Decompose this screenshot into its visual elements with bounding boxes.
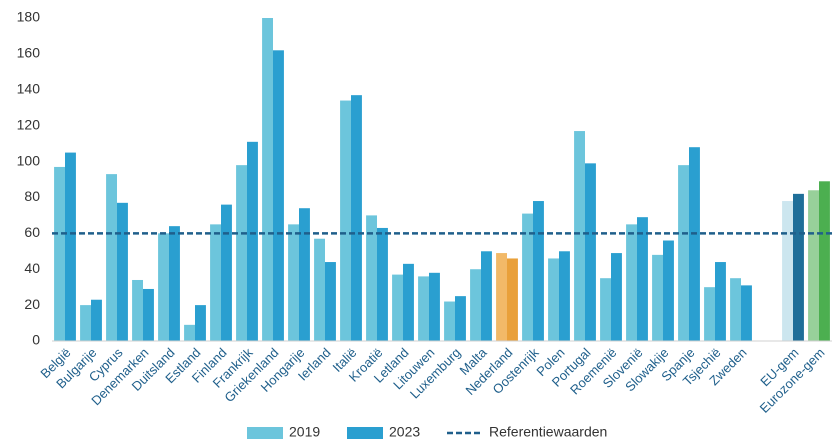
- bar: [600, 278, 611, 341]
- bar: [507, 258, 518, 341]
- bar: [496, 253, 507, 341]
- bar: [325, 262, 336, 341]
- bar: [143, 288, 154, 341]
- bar: [340, 100, 351, 342]
- bar: [169, 226, 180, 341]
- bar: [221, 204, 232, 341]
- y-tick-label: 160: [17, 45, 41, 61]
- bar: [91, 299, 102, 341]
- bar: [559, 251, 570, 341]
- legend-swatch: [347, 427, 383, 439]
- bar: [678, 165, 689, 341]
- bar: [117, 202, 128, 341]
- bar: [585, 163, 596, 341]
- bar: [262, 18, 273, 341]
- bar: [351, 95, 362, 342]
- bar: [366, 215, 377, 341]
- y-tick-label: 60: [24, 224, 40, 240]
- bar: [533, 201, 544, 341]
- bar: [247, 141, 258, 341]
- bar: [184, 324, 195, 341]
- bar: [444, 301, 455, 341]
- bar: [288, 224, 299, 341]
- bar: [470, 269, 481, 341]
- bar: [715, 262, 726, 341]
- y-tick-label: 40: [24, 260, 40, 276]
- bar: [418, 276, 429, 341]
- bar: [782, 201, 793, 341]
- bar: [574, 131, 585, 341]
- legend-label: 2019: [289, 424, 320, 440]
- bar: [741, 285, 752, 341]
- bar: [210, 224, 221, 341]
- bar: [819, 181, 830, 341]
- bar: [236, 165, 247, 341]
- bar: [273, 50, 284, 342]
- bar: [195, 305, 206, 341]
- bar: [132, 279, 143, 341]
- bar: [80, 305, 91, 341]
- y-tick-label: 20: [24, 296, 40, 312]
- y-tick-label: 120: [17, 116, 41, 132]
- bar: [403, 263, 414, 341]
- bar: [314, 238, 325, 341]
- bar: [429, 272, 440, 341]
- bar: [548, 258, 559, 341]
- bar: [158, 233, 169, 341]
- bar: [54, 166, 65, 341]
- bar: [704, 287, 715, 341]
- bar: [808, 190, 819, 341]
- legend-label: Referentiewaarden: [489, 424, 607, 440]
- bar: [65, 152, 76, 341]
- bar: [392, 274, 403, 341]
- bar: [689, 147, 700, 341]
- bar: [522, 213, 533, 341]
- bar: [663, 240, 674, 341]
- bar: [730, 278, 741, 341]
- bar: [106, 174, 117, 341]
- legend-label: 2023: [389, 424, 420, 440]
- bar: [626, 224, 637, 341]
- legend-swatch: [247, 427, 283, 439]
- y-tick-label: 180: [17, 9, 41, 25]
- bar: [481, 251, 492, 341]
- y-tick-label: 80: [24, 188, 40, 204]
- bar: [455, 296, 466, 341]
- y-tick-label: 140: [17, 80, 41, 96]
- bar: [793, 193, 804, 341]
- bar: [377, 227, 388, 341]
- y-tick-label: 100: [17, 152, 41, 168]
- bar: [299, 208, 310, 341]
- bar: [652, 254, 663, 341]
- bar: [637, 217, 648, 341]
- y-tick-label: 0: [32, 332, 40, 348]
- bar: [611, 253, 622, 341]
